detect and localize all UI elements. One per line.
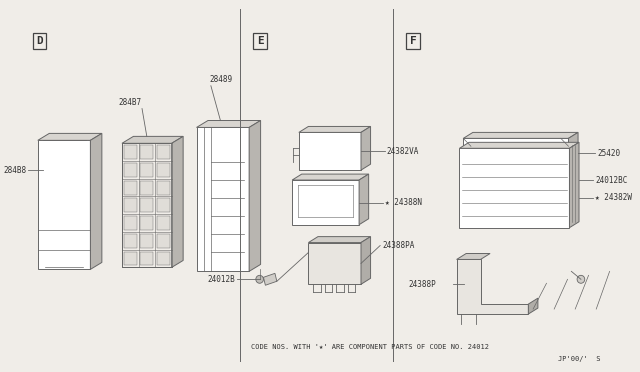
Polygon shape: [568, 132, 578, 168]
Polygon shape: [308, 237, 371, 243]
Text: 24388P: 24388P: [409, 280, 436, 289]
Polygon shape: [140, 181, 153, 195]
Text: CODE NOS. WITH '★' ARE COMPONENT PARTS OF CODE NO. 24012: CODE NOS. WITH '★' ARE COMPONENT PARTS O…: [251, 344, 489, 350]
Polygon shape: [463, 138, 568, 168]
Polygon shape: [157, 181, 170, 195]
Polygon shape: [460, 142, 579, 148]
Polygon shape: [264, 273, 277, 285]
Text: F: F: [410, 36, 417, 46]
Polygon shape: [456, 259, 529, 314]
Polygon shape: [38, 140, 90, 269]
Text: E: E: [257, 36, 264, 46]
Polygon shape: [299, 132, 361, 170]
Polygon shape: [140, 199, 153, 212]
Polygon shape: [157, 234, 170, 248]
Polygon shape: [157, 199, 170, 212]
Text: 25420: 25420: [597, 149, 620, 158]
Polygon shape: [249, 121, 260, 271]
Polygon shape: [90, 134, 102, 269]
Polygon shape: [529, 298, 538, 314]
Text: 24382VA: 24382VA: [387, 147, 419, 156]
Polygon shape: [124, 216, 136, 230]
Polygon shape: [140, 163, 153, 177]
Text: ★ 24388N: ★ 24388N: [385, 198, 422, 207]
Polygon shape: [157, 145, 170, 159]
Polygon shape: [292, 174, 369, 180]
Polygon shape: [124, 181, 136, 195]
Polygon shape: [140, 234, 153, 248]
Polygon shape: [456, 253, 490, 259]
Polygon shape: [124, 199, 136, 212]
Text: ★ 24382W: ★ 24382W: [595, 193, 632, 202]
Polygon shape: [570, 142, 579, 228]
Polygon shape: [124, 251, 136, 265]
Circle shape: [256, 275, 264, 283]
Text: 24012BC: 24012BC: [595, 176, 628, 185]
Polygon shape: [359, 174, 369, 225]
Polygon shape: [196, 128, 249, 271]
Polygon shape: [196, 121, 260, 128]
Text: D: D: [36, 36, 43, 46]
Polygon shape: [299, 126, 371, 132]
Polygon shape: [308, 243, 361, 284]
Polygon shape: [463, 132, 578, 138]
Polygon shape: [157, 216, 170, 230]
Polygon shape: [157, 251, 170, 265]
Polygon shape: [124, 234, 136, 248]
Text: 24012B: 24012B: [207, 275, 235, 284]
Text: 28489: 28489: [210, 75, 233, 84]
Polygon shape: [157, 163, 170, 177]
Polygon shape: [172, 137, 183, 267]
Polygon shape: [140, 216, 153, 230]
Text: 284B7: 284B7: [118, 97, 141, 107]
Polygon shape: [361, 237, 371, 284]
Polygon shape: [124, 145, 136, 159]
Text: 24388PA: 24388PA: [382, 241, 415, 250]
Polygon shape: [140, 251, 153, 265]
Text: JP'00/'  S: JP'00/' S: [557, 356, 600, 362]
Polygon shape: [292, 180, 359, 225]
Polygon shape: [140, 145, 153, 159]
Text: 284B8: 284B8: [3, 166, 26, 174]
Polygon shape: [122, 137, 183, 143]
Polygon shape: [361, 126, 371, 170]
Circle shape: [577, 275, 585, 283]
Polygon shape: [122, 143, 172, 267]
Polygon shape: [460, 148, 570, 228]
Polygon shape: [38, 134, 102, 140]
Polygon shape: [124, 163, 136, 177]
